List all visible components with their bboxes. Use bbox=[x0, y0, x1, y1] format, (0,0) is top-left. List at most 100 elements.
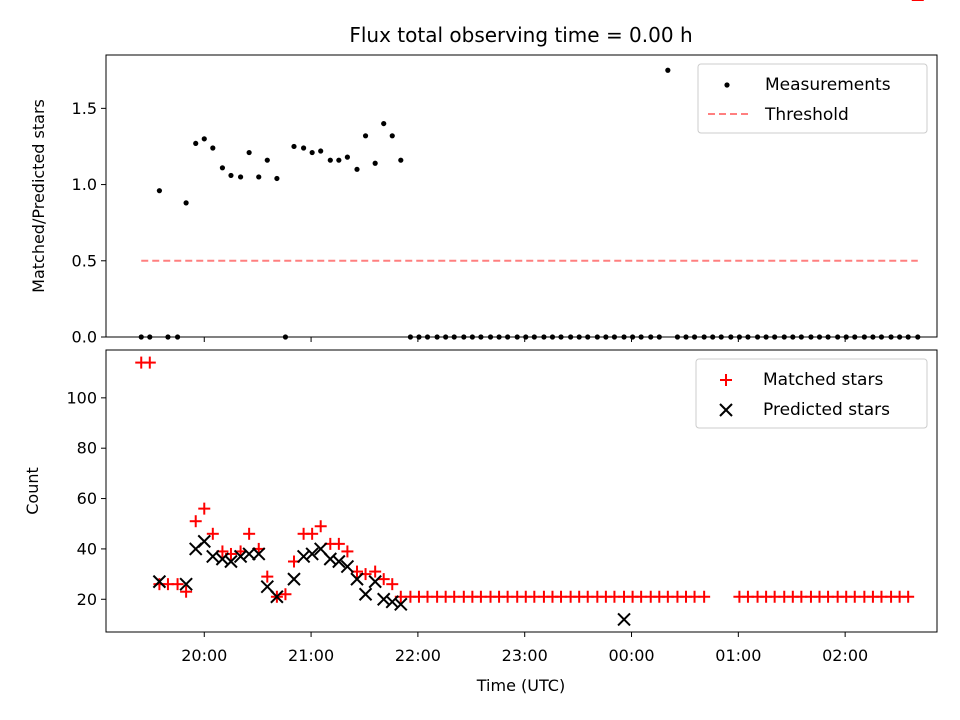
measurement-point bbox=[336, 157, 342, 163]
predicted-star-marker bbox=[332, 554, 346, 569]
measurement-point bbox=[665, 67, 671, 73]
count-legend: Matched stars Predicted stars bbox=[695, 358, 928, 429]
y-tick-label: 100 bbox=[66, 388, 97, 407]
predicted-star-marker bbox=[617, 612, 631, 627]
predicted-legend-label: Predicted stars bbox=[763, 400, 890, 420]
matched-star-marker bbox=[171, 578, 184, 591]
matched-star-marker bbox=[261, 570, 274, 583]
matched-star-marker bbox=[143, 356, 156, 369]
predicted-star-marker bbox=[305, 547, 319, 561]
predicted-star-marker bbox=[242, 547, 256, 561]
measurement-point bbox=[183, 200, 189, 206]
measurement-point bbox=[301, 145, 307, 151]
x-tick-label: 21:00 bbox=[288, 646, 334, 665]
measurement-point bbox=[354, 166, 360, 172]
predicted-star-marker bbox=[206, 549, 220, 564]
y-tick-label: 0.5 bbox=[72, 251, 97, 270]
matched-star-marker bbox=[243, 527, 256, 540]
matched-star-marker bbox=[369, 565, 382, 578]
predicted-star-marker bbox=[179, 577, 193, 591]
measurement-point bbox=[201, 136, 207, 142]
predicted-star-marker bbox=[368, 574, 382, 589]
x-axis-label: Time (UTC) bbox=[476, 676, 565, 695]
count-panel-frame bbox=[105, 349, 938, 633]
predicted-star-marker bbox=[215, 552, 230, 566]
measurement-point bbox=[372, 160, 378, 166]
measurement-point bbox=[237, 174, 244, 180]
matched-legend-label: Matched stars bbox=[763, 370, 883, 390]
measurement-point bbox=[193, 140, 199, 147]
measurement-point bbox=[398, 157, 404, 163]
predicted-star-marker bbox=[270, 590, 284, 604]
matched-star-marker bbox=[198, 502, 211, 515]
measurement-point bbox=[291, 143, 297, 150]
y-tick-label: 0.0 bbox=[72, 328, 97, 347]
ratio-panel: 0.0 0.5 1.0 1.5 Matched/Predicted stars Mea… bbox=[29, 54, 938, 347]
matched-star-marker bbox=[306, 527, 319, 540]
count-panel-marks bbox=[135, 0, 924, 627]
count-panel: 20 40 60 80 100 Count Matched stars Predicte… bbox=[23, 0, 938, 637]
predicted-star-marker bbox=[350, 572, 364, 586]
measurement-point bbox=[256, 174, 262, 180]
matched-star-marker bbox=[377, 573, 390, 586]
ratio-panel-frame bbox=[105, 54, 938, 338]
x-tick-label: 23:00 bbox=[502, 646, 548, 665]
predicted-star-marker bbox=[296, 549, 311, 564]
measurement-point bbox=[264, 157, 270, 163]
matched-star-marker bbox=[189, 515, 202, 528]
y-tick-label: 40 bbox=[77, 539, 97, 558]
measurement-point bbox=[274, 175, 280, 182]
chart-title: Flux total observing time = 0.00 h bbox=[349, 23, 692, 47]
threshold-legend-label: Threshold bbox=[764, 105, 849, 125]
predicted-star-marker bbox=[394, 597, 408, 612]
measurement-point bbox=[327, 157, 333, 163]
x-tick-label: 01:00 bbox=[715, 646, 761, 665]
measurement-point bbox=[389, 133, 395, 139]
matched-star-marker bbox=[332, 537, 345, 550]
measurement-point bbox=[309, 149, 315, 156]
x-axis: 20:00 21:00 22:00 23:00 00:00 01:00 02:00 bbox=[181, 646, 868, 665]
predicted-star-marker bbox=[358, 587, 373, 601]
count-y-axis-label: Count bbox=[23, 467, 42, 515]
ratio-legend-box bbox=[697, 63, 928, 134]
matched-star-marker bbox=[279, 588, 292, 601]
measurement-point bbox=[219, 165, 226, 171]
measurement-point bbox=[381, 120, 387, 127]
predicted-star-marker bbox=[377, 592, 391, 606]
predicted-star-marker bbox=[323, 552, 338, 566]
predicted-star-marker bbox=[152, 574, 167, 589]
matched-star-marker bbox=[206, 527, 219, 540]
predicted-star-marker bbox=[224, 554, 238, 569]
y-tick-label: 20 bbox=[77, 590, 97, 609]
matched-legend-marker bbox=[720, 374, 732, 386]
measurement-point bbox=[228, 172, 234, 179]
y-tick-label: 1.5 bbox=[72, 99, 97, 118]
matched-star-marker bbox=[698, 590, 711, 603]
predicted-star-marker bbox=[340, 559, 355, 574]
predicted-stars-series bbox=[152, 534, 631, 627]
x-tick-label: 22:00 bbox=[395, 646, 441, 665]
y-tick-label: 1.0 bbox=[72, 175, 97, 194]
x-tick-label: 00:00 bbox=[608, 646, 654, 665]
measurement-point bbox=[362, 133, 369, 139]
measurements-legend-marker bbox=[724, 82, 730, 88]
matched-star-marker bbox=[314, 520, 327, 533]
matched-star-marker bbox=[341, 545, 354, 558]
matched-star-marker bbox=[386, 578, 399, 591]
ratio-panel-axes: 0.0 0.5 1.0 1.5 bbox=[72, 99, 846, 347]
predicted-star-marker bbox=[252, 547, 266, 561]
ratio-legend: Measurements Threshold bbox=[697, 63, 928, 134]
measurement-point bbox=[156, 188, 163, 194]
measurement-point bbox=[210, 145, 216, 151]
measurement-point bbox=[246, 149, 252, 156]
predicted-star-marker bbox=[233, 549, 248, 564]
predicted-legend-marker bbox=[719, 403, 733, 417]
predicted-star-marker bbox=[197, 534, 211, 549]
x-tick-label: 02:00 bbox=[822, 646, 868, 665]
y-tick-label: 60 bbox=[77, 489, 97, 508]
count-legend-box bbox=[695, 358, 928, 429]
matched-star-marker bbox=[180, 585, 193, 598]
y-tick-label: 80 bbox=[77, 439, 97, 458]
predicted-star-marker bbox=[385, 595, 399, 609]
